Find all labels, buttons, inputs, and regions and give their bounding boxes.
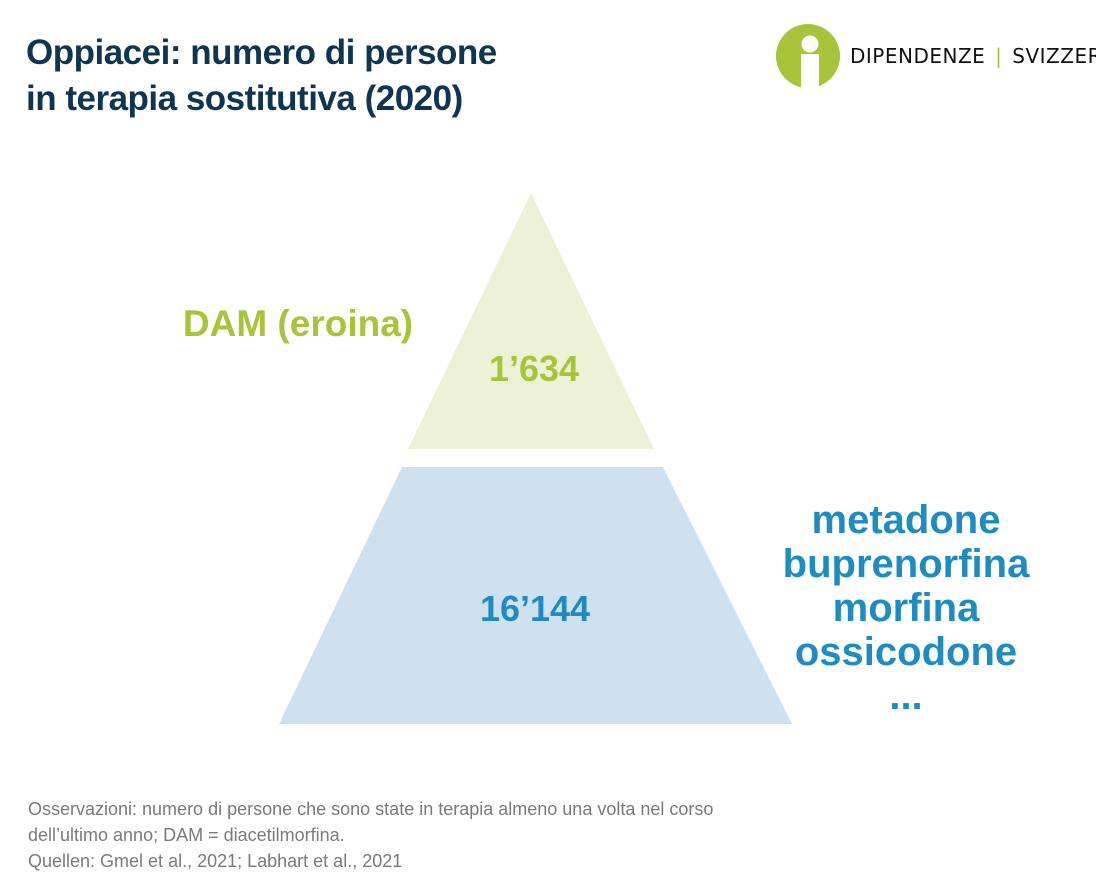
notes-line-2: dell’ultimo anno; DAM = diacetilmorfina.: [28, 825, 345, 845]
dam-label: DAM (eroina): [183, 303, 413, 344]
brand-separator: |: [995, 44, 1003, 68]
pyramid-level-dam: [408, 193, 654, 449]
notes-line-3: Quellen: Gmel et al., 2021; Labhart et a…: [28, 851, 403, 871]
substance-list: metadone buprenorfina morfina ossicodone…: [783, 498, 1030, 718]
substance-buprenorfina: buprenorfina: [783, 542, 1030, 586]
brand-logo: DIPENDENZE | SVIZZERA: [776, 24, 1096, 90]
brand-name: DIPENDENZE | SVIZZERA: [850, 44, 1096, 68]
substance-morfina: morfina: [833, 586, 980, 630]
chart-title: Oppiacei: numero di persone in terapia s…: [26, 30, 497, 122]
pyramid-level-substitution: [279, 467, 792, 724]
info-person-icon: [776, 24, 840, 88]
substance-metadone: metadone: [812, 498, 1001, 542]
brand-name-left: DIPENDENZE: [850, 44, 986, 68]
notes-line-1: Osservazioni: numero di persone che sono…: [28, 799, 714, 819]
substance-more: ...: [889, 674, 922, 718]
substitution-value-label: 16’144: [480, 588, 590, 629]
dam-value-label: 1’634: [489, 348, 579, 389]
chart-notes: Osservazioni: numero di persone che sono…: [28, 796, 713, 874]
chart-title-line-1: Oppiacei: numero di persone: [26, 33, 497, 72]
chart-title-line-2: in terapia sostitutiva (2020): [26, 79, 463, 118]
brand-name-right: SVIZZERA: [1012, 44, 1096, 68]
substance-ossicodone: ossicodone: [795, 630, 1017, 674]
